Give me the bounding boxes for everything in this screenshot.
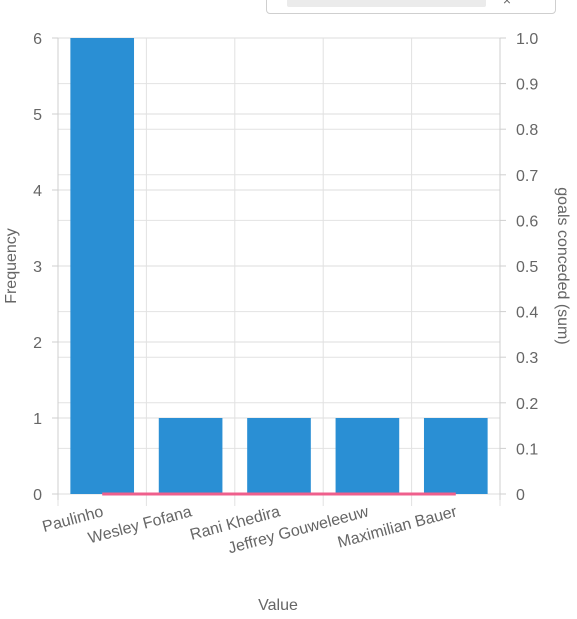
left-tick-label: 4	[33, 183, 42, 200]
right-tick-label: 0.8	[516, 122, 538, 139]
bar	[247, 418, 311, 494]
left-tick-label: 6	[33, 31, 42, 48]
y-axis-title: Frequency	[3, 228, 20, 304]
right-tick-label: 0.2	[516, 396, 538, 413]
y2-axis-title: goals conceded (sum)	[554, 187, 571, 344]
right-tick-label: 0.3	[516, 350, 538, 367]
right-tick-label: 0	[516, 487, 525, 504]
right-tick-label: 0.4	[516, 305, 538, 322]
bar	[335, 418, 400, 494]
left-tick-labels: 0 1 2 3 4 5 6	[33, 31, 58, 504]
left-tick-label: 3	[33, 259, 42, 276]
x-axis-title: Value	[258, 597, 298, 614]
left-tick-label: 5	[33, 107, 42, 124]
right-tick-label: 0.7	[516, 168, 538, 185]
bar	[423, 418, 488, 494]
bar	[70, 38, 135, 494]
right-tick-label: 1.0	[516, 31, 538, 48]
left-tick-label: 0	[33, 487, 42, 504]
series-selector-dropdown[interactable]: ×	[266, 0, 556, 14]
right-tick-label: 0.6	[516, 213, 538, 230]
close-icon[interactable]: ×	[502, 0, 511, 8]
right-tick-labels: 0 0.1 0.2 0.3 0.4 0.5 0.6 0.7 0.8 0.9 1.0	[500, 31, 538, 504]
right-tick-label: 0.1	[516, 441, 538, 458]
left-tick-label: 1	[33, 411, 42, 428]
right-tick-label: 0.5	[516, 259, 538, 276]
series-selector-field[interactable]	[287, 0, 486, 7]
left-tick-label: 2	[33, 335, 42, 352]
bars	[70, 38, 488, 494]
bar	[158, 418, 223, 494]
right-tick-label: 0.9	[516, 77, 538, 94]
axes	[57, 38, 501, 500]
